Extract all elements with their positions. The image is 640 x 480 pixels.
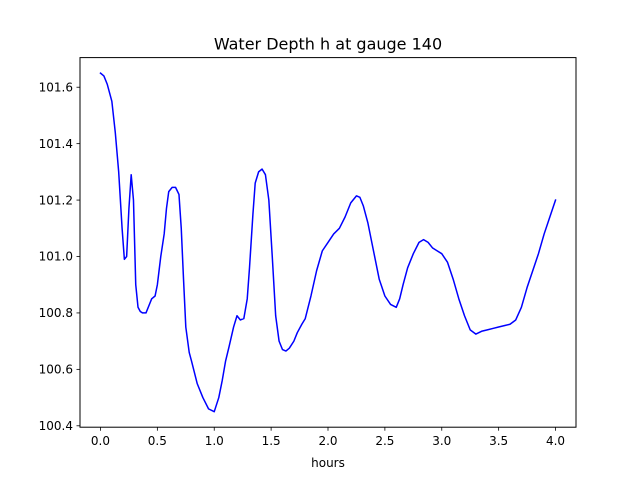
x-tick-label: 2.0 <box>318 434 337 448</box>
chart-title: Water Depth h at gauge 140 <box>214 35 442 54</box>
y-tick-label: 101.2 <box>39 193 73 207</box>
x-tick-label: 3.5 <box>489 434 508 448</box>
y-tick-label: 100.4 <box>39 419 73 433</box>
y-tick-label: 101.4 <box>39 137 73 151</box>
x-tick-label: 2.5 <box>375 434 394 448</box>
y-tick-label: 101.6 <box>39 80 73 94</box>
x-axis-label: hours <box>311 456 345 470</box>
y-tick-label: 101.0 <box>39 250 73 264</box>
x-axis: 0.0 0.5 1.0 1.5 2.0 2.5 3.0 3.5 4.0 <box>91 427 565 448</box>
x-tick-label: 3.0 <box>432 434 451 448</box>
series-line-0 <box>99 72 557 413</box>
x-tick-label: 4.0 <box>546 434 565 448</box>
plot-content <box>99 72 557 413</box>
y-tick-label: 100.8 <box>39 306 73 320</box>
x-tick-label: 0.0 <box>91 434 110 448</box>
x-tick-label: 1.0 <box>205 434 224 448</box>
x-tick-label: 1.5 <box>262 434 281 448</box>
x-tick-label: 0.5 <box>148 434 167 448</box>
y-tick-label: 100.6 <box>39 363 73 377</box>
y-axis: 100.4 100.6 100.8 101.0 101.2 101.4 101.6 <box>39 80 80 433</box>
